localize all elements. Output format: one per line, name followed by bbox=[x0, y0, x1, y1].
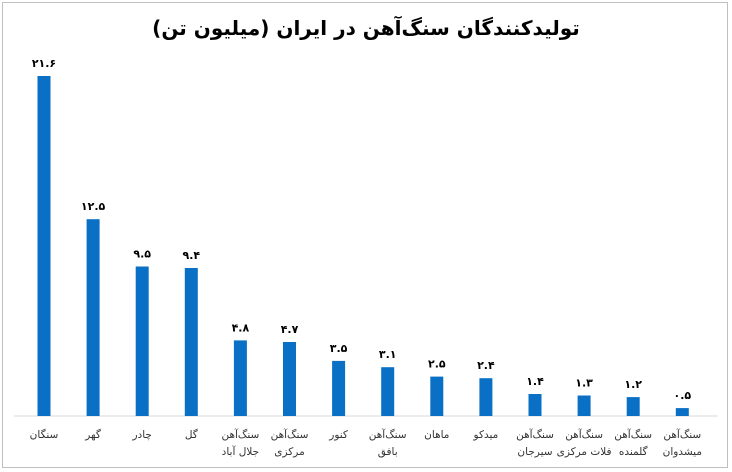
bar bbox=[135, 266, 149, 416]
bar bbox=[86, 219, 100, 416]
category-label: ماهان bbox=[424, 429, 449, 441]
bar bbox=[528, 394, 542, 416]
value-label: ۳.۱ bbox=[379, 348, 397, 361]
category-label: گهر bbox=[84, 428, 101, 441]
value-label: ۹.۵ bbox=[133, 248, 151, 261]
bar bbox=[283, 342, 296, 416]
chart-frame bbox=[2, 2, 728, 468]
value-label: ۲.۴ bbox=[477, 359, 495, 372]
category-label: گل bbox=[185, 428, 198, 441]
bar bbox=[37, 76, 51, 416]
value-label: ۱۲.۵ bbox=[81, 200, 106, 213]
bar bbox=[381, 367, 395, 416]
chart-title: تولیدکنندگان سنگ‌آهن در ایران (میلیون تن… bbox=[152, 16, 580, 40]
category-label: مرکزی bbox=[274, 446, 304, 458]
category-label: کنور bbox=[328, 429, 348, 441]
value-label: ۲.۵ bbox=[428, 358, 446, 371]
category-label: سنگ‌آهن bbox=[271, 428, 309, 441]
category-label: جلال آباد bbox=[222, 445, 259, 458]
value-label: ۱.۲ bbox=[624, 378, 642, 391]
category-label: سنگ‌آهن bbox=[614, 428, 652, 441]
bar bbox=[479, 378, 493, 416]
bar bbox=[184, 268, 198, 416]
category-label: سنگ‌آهن bbox=[516, 428, 554, 441]
value-label: ۳.۵ bbox=[330, 342, 348, 355]
value-label: ۰.۵ bbox=[673, 389, 691, 402]
category-label: گلمنده bbox=[619, 445, 648, 458]
value-label: ۲۱.۶ bbox=[32, 57, 56, 70]
category-label: میشدوان bbox=[663, 446, 702, 458]
category-label: چادر bbox=[131, 429, 151, 441]
category-label: سنگ‌آهن bbox=[663, 428, 701, 441]
value-label: ۴.۸ bbox=[232, 321, 250, 334]
value-label: ۱.۳ bbox=[575, 377, 593, 390]
value-label: ۱.۴ bbox=[526, 375, 544, 388]
category-label: سنگان bbox=[30, 428, 59, 441]
bar bbox=[430, 376, 444, 416]
category-label: بافق bbox=[378, 446, 398, 458]
value-label: ۴.۷ bbox=[281, 323, 299, 336]
category-label: سنگ‌آهن bbox=[221, 428, 259, 441]
category-label: سنگ‌آهن bbox=[565, 428, 603, 441]
category-label: سنگ‌آهن bbox=[369, 428, 407, 441]
bar bbox=[332, 360, 346, 416]
category-label: فلات مرکزی bbox=[557, 446, 612, 458]
bar bbox=[233, 340, 247, 416]
category-label: سیرجان bbox=[517, 446, 552, 458]
value-label: ۹.۴ bbox=[182, 249, 200, 262]
bar bbox=[626, 397, 640, 416]
bar bbox=[577, 395, 591, 416]
category-label: میدکو bbox=[473, 429, 499, 441]
bar bbox=[675, 408, 689, 416]
